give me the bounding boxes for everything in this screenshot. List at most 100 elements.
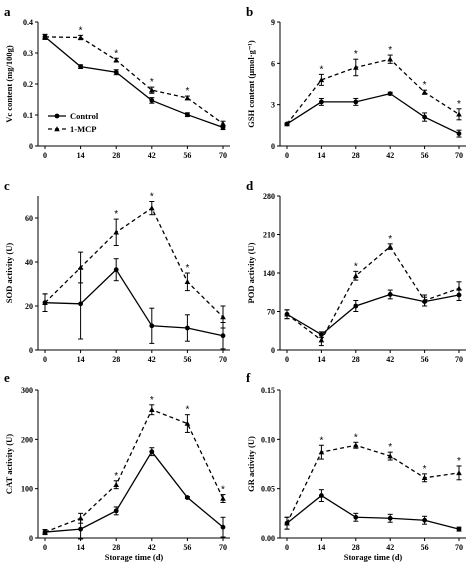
- x-tick-label: 70: [455, 355, 463, 364]
- mcp-point: [220, 120, 226, 126]
- x-tick-label: 56: [421, 355, 429, 364]
- y-tick-label: 0: [271, 346, 275, 355]
- control-line: [286, 293, 460, 336]
- x-tick-label: 56: [183, 151, 191, 160]
- significance-star: *: [388, 234, 392, 245]
- mcp-line: [286, 58, 460, 125]
- y-axis-label: GSH content (μmol·g⁻¹): [246, 40, 256, 128]
- series-1mcp: [42, 33, 226, 127]
- x-tick-label: 14: [77, 543, 85, 552]
- chart-panel-e: e 0 100 200 300 0 14 28 42 56 70 CAT activity (U) St…: [4, 370, 230, 562]
- x-tick-label: 42: [386, 151, 394, 160]
- chart-panel-d: d 0 70 140 210 280 0 14 28 42 56 70 POD activity (U)…: [246, 178, 466, 364]
- mcp-point: [184, 279, 191, 285]
- significance-star: *: [354, 261, 358, 272]
- control-point: [353, 303, 359, 309]
- y-tick-label: 280: [263, 192, 275, 201]
- mcp-point: [42, 299, 48, 305]
- significance-star: *: [185, 86, 189, 97]
- x-tick-label: 28: [112, 355, 120, 364]
- significance-star: *: [114, 48, 118, 59]
- mcp-point: [387, 243, 393, 249]
- series-control: [284, 289, 462, 338]
- x-tick-label: 42: [148, 543, 156, 552]
- y-tick-label: 0.2: [23, 80, 33, 89]
- control-line: [44, 268, 224, 337]
- mcp-point: [456, 470, 462, 476]
- series-control: [284, 489, 462, 532]
- control-point: [387, 292, 393, 297]
- mcp-point: [220, 495, 226, 501]
- control-point: [422, 517, 427, 523]
- control-point: [387, 91, 393, 97]
- mcp-point: [456, 285, 462, 291]
- mcp-point: [42, 529, 48, 535]
- x-tick-label: 0: [43, 355, 47, 364]
- control-point: [422, 114, 427, 120]
- x-tick-label: 42: [148, 151, 156, 160]
- control-point: [78, 64, 83, 70]
- control-point: [185, 325, 190, 331]
- y-tick-label: 200: [21, 435, 33, 444]
- y-tick-label: 9: [271, 18, 275, 27]
- significance-star: *: [354, 432, 358, 443]
- panel-letter: d: [246, 178, 254, 193]
- legend: Control 1-MCP: [48, 111, 99, 134]
- y-tick-label: 0.10: [261, 435, 275, 444]
- y-tick-label: 40: [25, 258, 33, 267]
- significance-star: *: [457, 99, 461, 110]
- x-tick-label: 56: [421, 151, 429, 160]
- mcp-point: [421, 297, 428, 303]
- x-tick-label: 56: [421, 543, 429, 552]
- x-tick-label: 28: [352, 151, 360, 160]
- significance-star: *: [319, 435, 323, 446]
- series-1mcp: [284, 243, 462, 347]
- panel-letter: f: [246, 370, 251, 385]
- x-tick-label: 70: [219, 543, 227, 552]
- y-axis-label: POD activity (U): [246, 242, 256, 303]
- control-point: [185, 112, 190, 118]
- x-tick-label: 56: [183, 543, 191, 552]
- y-tick-label: 0: [29, 346, 33, 355]
- control-point: [456, 131, 462, 137]
- mcp-point: [184, 420, 191, 426]
- significance-star: *: [79, 25, 83, 36]
- mcp-point: [318, 337, 325, 343]
- y-tick-label: 6: [271, 59, 275, 68]
- mcp-point: [77, 34, 84, 40]
- series-1mcp: [284, 54, 462, 127]
- mcp-point: [353, 442, 359, 448]
- series-1mcp: [284, 441, 462, 530]
- y-tick-label: 0: [29, 534, 33, 543]
- mcp-line: [286, 245, 460, 342]
- y-tick-label: 0.00: [261, 534, 275, 543]
- legend-mcp-marker: [54, 126, 60, 132]
- control-point: [220, 524, 226, 530]
- mcp-point: [113, 57, 119, 63]
- mcp-point: [421, 475, 428, 481]
- significance-star: *: [114, 209, 118, 220]
- mcp-point: [77, 264, 84, 270]
- x-tick-label: 56: [183, 355, 191, 364]
- y-tick-label: 3: [271, 101, 275, 110]
- series-control: [42, 447, 226, 540]
- significance-star: *: [221, 485, 225, 496]
- mcp-point: [353, 272, 359, 278]
- significance-star: *: [185, 263, 189, 274]
- chart-panel-f: f 0.00 0.05 0.10 0.15 0 14 28 42 56 70 GR activity …: [246, 370, 466, 562]
- x-axis-label: Storage time (d): [105, 552, 164, 562]
- mcp-line: [44, 408, 224, 533]
- legend-mcp-label: 1-MCP: [70, 124, 96, 134]
- control-point: [113, 508, 119, 514]
- y-axis-label: GR activity (U): [246, 436, 256, 492]
- mcp-point: [113, 229, 119, 235]
- series-control: [284, 91, 462, 138]
- significance-star: *: [388, 45, 392, 56]
- y-axis-label: Vc content (mg/100g): [4, 45, 14, 123]
- control-line: [286, 92, 460, 135]
- series-1mcp: [42, 201, 226, 329]
- x-tick-label: 0: [285, 151, 289, 160]
- significance-star: *: [423, 464, 427, 475]
- mcp-point: [113, 481, 119, 487]
